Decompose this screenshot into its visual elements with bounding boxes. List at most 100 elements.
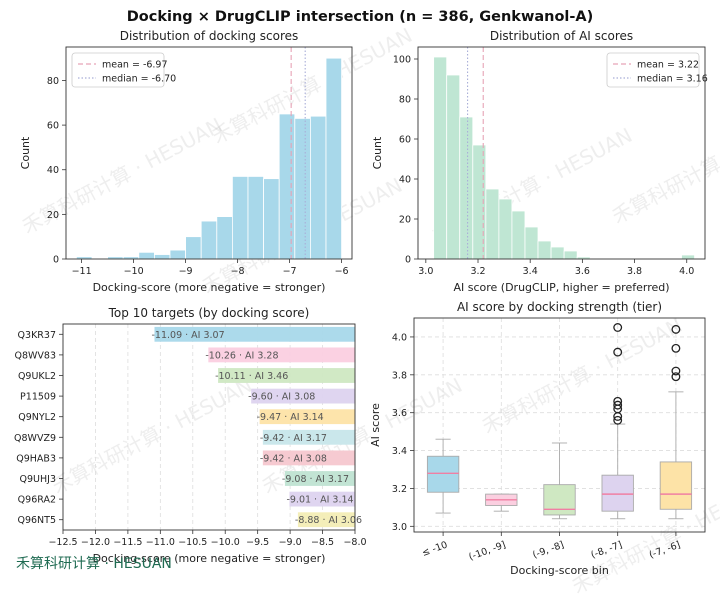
ai_by_tier-category-label-3: (-8, -7] [590,539,624,560]
top10-xtick-label-6: −9.5 [246,537,269,548]
docking_hist-xtick-label-0: −11 [72,266,92,277]
top10-xtick-label-8: −8.5 [311,537,334,548]
ai_by_tier-flier-3-4 [613,396,623,406]
ai_hist-xtick-label-5: 4.0 [679,266,694,277]
docking_hist-bar-14 [294,118,311,260]
top10-bar-label-0: -11.09 · AI 3.07 [151,330,224,341]
docking_hist-bar-7 [185,236,202,260]
ai_by_tier-ytick-label-5: 4.0 [392,332,407,343]
top10-bar-label-9: -8.88 · AI 3.06 [295,515,362,526]
ai_hist-ytick-label-5: 100 [393,55,411,66]
brand-footer: 禾算科研计算 · HESUAN [16,556,172,572]
top10-bar-label-5: -9.42 · AI 3.17 [260,433,327,444]
docking_hist-bar-16 [325,57,343,260]
ai_by_tier-category-label-0: ≤ -10 [420,539,449,558]
ai_hist-bar-5 [498,198,513,260]
docking_hist-title: Distribution of docking scores [120,29,299,43]
docking_hist-legend-label-mean: mean = -6.97 [102,60,168,71]
docking_hist-frame [65,46,353,260]
ai_hist-bar-4 [485,188,500,260]
ai_by_tier-flier-3-5 [613,347,623,357]
ai_by_tier-ytick-label-0: 3.0 [392,522,407,533]
top10-category-label-1: Q8WV83 [14,350,56,361]
ai_by_tier-box-3 [601,323,634,520]
docking_hist-bar-9 [216,216,233,260]
ai_hist-bar-7 [524,226,539,260]
ai_by_tier-flier-4-2 [671,343,681,353]
ai_by_tier-flier-4-1 [671,366,681,376]
ai_hist-bar-19 [681,254,695,260]
docking_hist-ylabel: Count [19,136,32,169]
ai_hist-frame [417,46,706,260]
top10-bar-2 [218,368,355,383]
ai_by_tier-category-label-2: (-9, -8] [531,539,565,560]
top10-title: Top 10 targets (by docking score) [108,306,310,320]
docking_hist-xtick-label-2: −9 [179,266,193,277]
docking_hist-bar-5 [153,254,171,260]
ai_by_tier-xlabel: Docking-score bin [510,564,609,577]
docking_hist-xtick-label-1: −10 [124,266,144,277]
docking_hist-bar-11 [247,176,264,260]
docking_hist-xtick-label-4: −7 [283,266,297,277]
docking_hist-xtick-label-3: −8 [231,266,245,277]
docking_hist-bar-10 [231,176,249,260]
top10-category-label-5: Q8WVZ9 [14,433,56,444]
top10-bar-label-4: -9.47 · AI 3.14 [257,412,324,423]
ai_by_tier-flier-3-0 [613,415,623,425]
ai_hist-bar-10 [563,250,578,260]
ai_hist-bar-6 [511,210,526,260]
top10-bar-label-3: -9.60 · AI 3.08 [248,392,315,403]
ai_by_tier-flier-4-3 [671,324,681,334]
docking_hist-xlabel: Docking-score (more negative = stronger) [93,281,326,294]
top10-xlabel: Docking-score (more negative = stronger) [93,552,326,565]
top10-category-label-2: Q9UKL2 [18,371,56,382]
ai_by_tier-ytick-label-1: 3.2 [392,484,407,495]
top10-bar-label-7: -9.08 · AI 3.17 [282,474,349,485]
docking_hist-bar-15 [309,115,327,260]
top10-category-label-4: Q9NYL2 [18,412,56,423]
top10-category-label-7: Q9UHJ3 [20,474,56,485]
docking_hist-ytick-label-4: 80 [47,76,59,87]
top10-frame [62,323,356,531]
ai_hist-title: Distribution of AI scores [490,29,633,43]
ai_by_tier-iqr-2 [543,484,576,516]
docking_hist-ytick-label-0: 0 [53,255,59,266]
docking_hist-bar-4 [138,251,155,260]
ai_hist-bar-8 [537,240,552,260]
docking_hist-legend [71,52,165,88]
ai_by_tier-ylabel: AI score [369,403,382,447]
ai_hist-ytick-label-2: 40 [399,175,411,186]
docking_hist-legend-label-median: median = -6.70 [102,74,176,85]
top10-bar-0 [154,326,355,342]
ai_hist-ylabel: Count [371,136,384,169]
top10-xtick-label-5: −10.0 [211,537,240,548]
top10-bar-label-6: -9.42 · AI 3.08 [260,453,327,464]
top10-bar-7 [284,471,355,486]
ai_hist-bar-2 [459,116,474,260]
ai_by_tier-frame [413,317,706,533]
ai_hist-xtick-label-2: 3.4 [523,266,538,277]
docking_hist-ytick-label-3: 60 [47,121,59,132]
top10-xtick-label-9: −8.0 [343,537,366,548]
top10-category-label-9: Q96NT5 [17,515,56,526]
ai_by_tier-category-label-1: (-10, -9] [467,539,507,562]
ai_hist-legend-label-mean: mean = 3.22 [637,60,699,71]
docking_hist-bar-8 [200,220,218,260]
top10-category-label-8: Q96RA2 [18,495,56,506]
ai_hist-xtick-label-1: 3.2 [470,266,485,277]
ai_hist-xtick-label-0: 3.0 [418,266,433,277]
top10-category-label-0: Q3KR37 [18,330,56,341]
ai_hist-bar-1 [446,74,461,260]
ai_by_tier-ytick-label-4: 3.8 [392,370,407,381]
ai_by_tier-flier-3-6 [613,323,623,332]
top10-bar-9 [297,512,355,528]
top10-bar-4 [259,409,355,425]
ai_by_tier-iqr-3 [601,474,634,512]
top10-xtick-label-7: −9.0 [279,537,302,548]
docking_hist-ytick-label-2: 40 [47,165,59,176]
ai_hist-xlabel: AI score (DrugCLIP, higher = preferred) [453,281,669,294]
docking_hist-xtick-label-5: −6 [335,266,349,277]
ai_by_tier-ytick-label-3: 3.6 [392,408,407,419]
ai_hist-xtick-label-4: 3.8 [627,266,642,277]
ai_hist-ytick-label-3: 60 [399,135,411,146]
